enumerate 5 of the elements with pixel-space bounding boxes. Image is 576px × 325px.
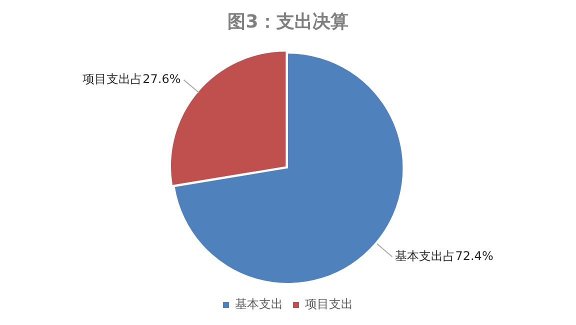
chart-title: 图3：支出决算: [228, 11, 348, 32]
data-label: 项目支出占27.6%: [82, 72, 181, 86]
legend-label: 基本支出: [235, 297, 283, 312]
legend-label: 项目支出: [305, 297, 353, 312]
data-label: 基本支出占72.4%: [395, 248, 494, 263]
